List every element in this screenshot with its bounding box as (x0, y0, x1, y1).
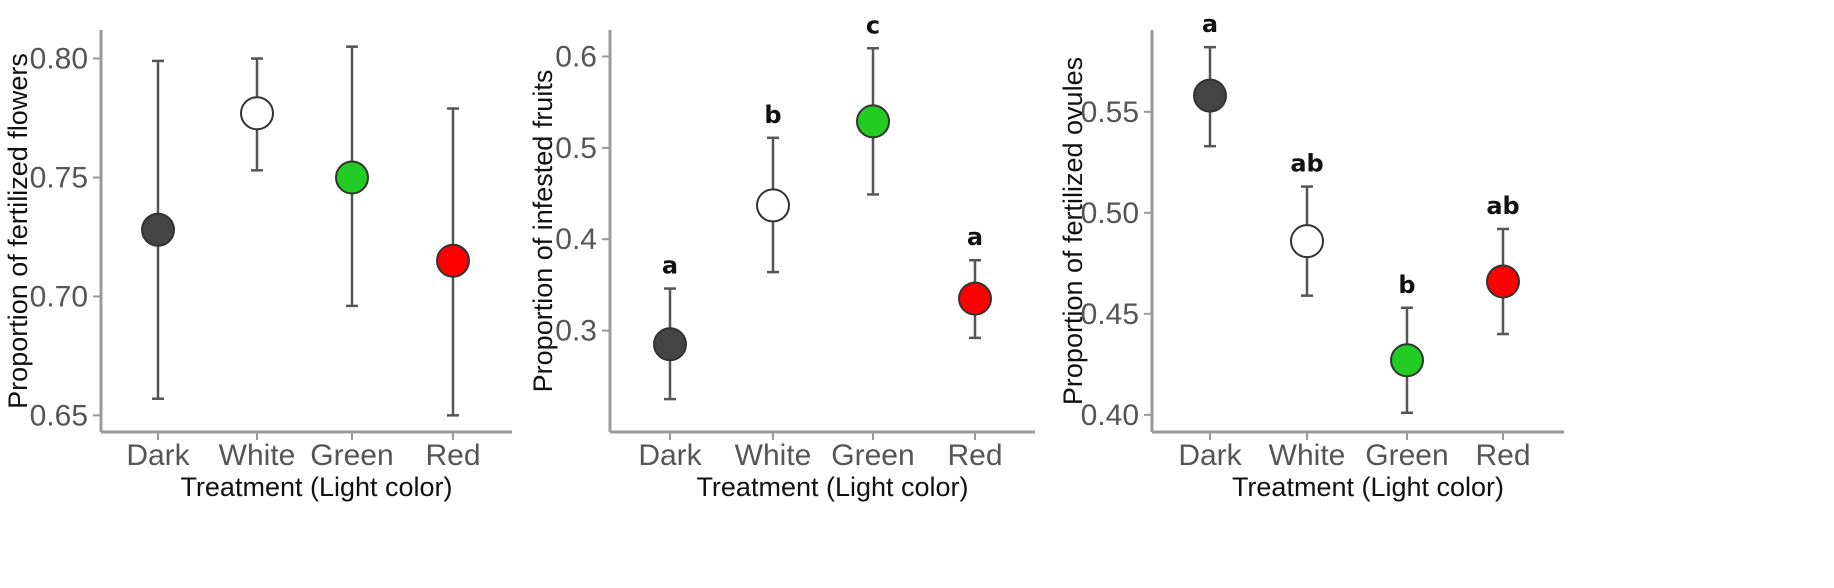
significance-letter: ab (1486, 192, 1519, 220)
y-tick-label: 0.70 (30, 280, 88, 313)
significance-letter: a (967, 223, 983, 251)
significance-letter: b (764, 101, 781, 129)
x-tick-label: Dark (126, 439, 190, 472)
y-axis-title: Proportion of fertilized flowers (3, 53, 33, 409)
x-tick-label: White (735, 439, 812, 472)
data-point-red (1486, 264, 1520, 299)
x-tick-label: Green (831, 439, 914, 472)
x-axis-title: Treatment (Light color) (696, 472, 968, 502)
x-tick-label: Red (947, 439, 1002, 472)
y-tick-label: 0.45 (1081, 298, 1139, 331)
data-point-red (958, 281, 992, 316)
chart-panel-1: 0.65 0.70 0.75 0.80 Dark White Green RedTreatme… (3, 30, 512, 502)
data-point-dark (141, 212, 175, 247)
y-tick-label: 0.65 (30, 399, 88, 432)
y-tick-label: 0.75 (30, 161, 88, 194)
y-axis-title: Proportion of infested fruits (528, 70, 558, 393)
x-tick-label: Dark (1178, 439, 1242, 472)
x-axis-title: Treatment (Light color) (180, 472, 452, 502)
x-tick-label: Green (310, 439, 393, 472)
x-tick-label: Dark (638, 439, 702, 472)
data-point-green (856, 104, 890, 139)
data-point-dark (1193, 78, 1227, 113)
significance-letter: a (1202, 10, 1218, 38)
y-tick-label: 0.40 (1081, 399, 1139, 432)
y-tick-label: 0.3 (555, 315, 597, 348)
x-axis-title: Treatment (Light color) (1232, 472, 1504, 502)
x-tick-label: Green (1365, 439, 1448, 472)
data-point-green (1390, 343, 1424, 378)
x-tick-label: White (1269, 439, 1346, 472)
data-point-dark (653, 327, 687, 362)
significance-letter: a (662, 252, 678, 280)
data-point-green (335, 160, 369, 195)
data-point-red (436, 243, 470, 278)
significance-letter: b (1398, 271, 1415, 299)
x-tick-label: Red (425, 439, 480, 472)
y-axis-title: Proportion of fertilized ovules (1058, 57, 1088, 405)
y-tick-label: 0.6 (555, 40, 597, 73)
data-point-white (756, 188, 790, 223)
y-tick-label: 0.55 (1081, 96, 1139, 129)
data-point-white (240, 96, 274, 131)
data-point-white (1290, 224, 1324, 259)
y-tick-label: 0.50 (1081, 197, 1139, 230)
chart-panel-3: 0.40 0.45 0.50 0.55 Dark White Green RedTreatme… (1058, 10, 1564, 502)
y-tick-label: 0.80 (30, 43, 88, 76)
y-tick-label: 0.4 (555, 223, 597, 256)
x-tick-label: White (219, 439, 296, 472)
x-tick-label: Red (1475, 439, 1530, 472)
significance-letter: c (866, 11, 880, 39)
significance-letter: ab (1290, 150, 1323, 178)
y-tick-label: 0.5 (555, 132, 597, 165)
